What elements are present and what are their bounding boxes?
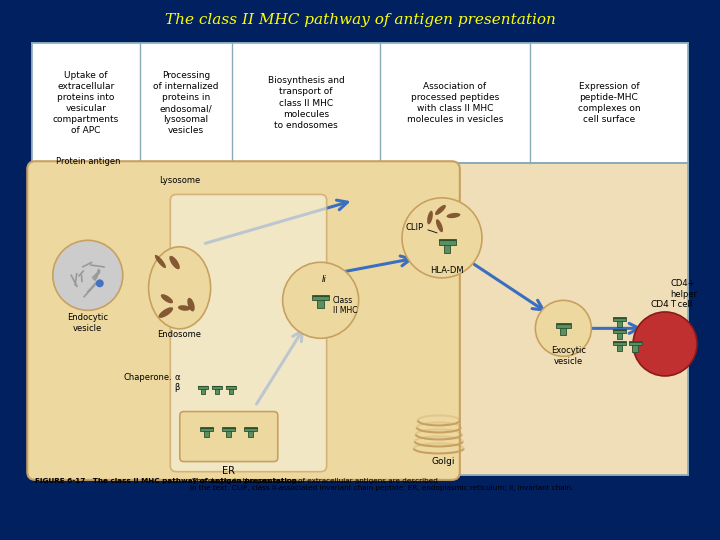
Circle shape [633, 312, 697, 376]
Text: Golgi: Golgi [432, 457, 456, 467]
FancyBboxPatch shape [200, 427, 213, 431]
FancyBboxPatch shape [222, 427, 235, 431]
FancyBboxPatch shape [613, 341, 626, 345]
FancyBboxPatch shape [226, 429, 231, 437]
Text: The class II MHC pathway of antigen presentation: The class II MHC pathway of antigen pres… [165, 13, 555, 27]
FancyBboxPatch shape [197, 386, 207, 389]
FancyBboxPatch shape [27, 161, 460, 480]
FancyBboxPatch shape [244, 427, 257, 431]
Ellipse shape [158, 307, 173, 318]
FancyBboxPatch shape [616, 320, 622, 327]
Text: CD4: CD4 [651, 300, 670, 309]
Text: Class
II MHC: Class II MHC [333, 295, 357, 315]
Text: Chaperone.: Chaperone. [124, 373, 173, 382]
FancyBboxPatch shape [228, 388, 233, 394]
FancyBboxPatch shape [438, 239, 456, 245]
Text: Protein antigen: Protein antigen [55, 157, 120, 166]
Circle shape [402, 198, 482, 278]
Ellipse shape [435, 205, 446, 215]
FancyBboxPatch shape [180, 411, 278, 462]
Text: β: β [174, 383, 180, 392]
FancyBboxPatch shape [204, 429, 210, 437]
Text: CLIP: CLIP [406, 224, 424, 232]
Circle shape [53, 240, 122, 310]
FancyBboxPatch shape [560, 326, 567, 335]
Circle shape [536, 300, 591, 356]
FancyBboxPatch shape [32, 43, 688, 163]
Ellipse shape [155, 255, 166, 268]
Text: Association of
processed peptides
with class II MHC
molecules in vesicles: Association of processed peptides with c… [407, 82, 503, 124]
Ellipse shape [427, 211, 433, 225]
Ellipse shape [148, 247, 210, 329]
Ellipse shape [446, 213, 460, 218]
Text: ER: ER [222, 465, 235, 476]
FancyBboxPatch shape [171, 194, 327, 471]
Text: Ii: Ii [323, 275, 327, 284]
FancyBboxPatch shape [616, 332, 622, 339]
Text: HLA-DM: HLA-DM [430, 266, 464, 275]
Ellipse shape [187, 298, 194, 312]
FancyBboxPatch shape [248, 429, 253, 437]
Text: Processing
of internalized
proteins in
endosomal/
lysosomal
vesicles: Processing of internalized proteins in e… [153, 71, 219, 135]
Circle shape [96, 279, 104, 287]
Text: Endocytic
vesicle: Endocytic vesicle [67, 313, 108, 333]
FancyBboxPatch shape [629, 341, 642, 345]
FancyBboxPatch shape [616, 343, 622, 352]
FancyBboxPatch shape [632, 344, 638, 352]
Text: FIGURE 6-17   The class II MHC pathway of antigen presentation.: FIGURE 6-17 The class II MHC pathway of … [35, 478, 300, 484]
FancyBboxPatch shape [32, 43, 688, 475]
FancyBboxPatch shape [613, 329, 626, 333]
FancyBboxPatch shape [613, 317, 626, 321]
FancyBboxPatch shape [201, 388, 204, 394]
Ellipse shape [178, 305, 190, 311]
Text: α: α [174, 373, 180, 382]
FancyBboxPatch shape [556, 323, 571, 328]
Text: Uptake of
extracellular
proteins into
vesicular
compartments
of APC: Uptake of extracellular proteins into ve… [53, 71, 119, 135]
Text: Endosome: Endosome [158, 330, 202, 339]
FancyBboxPatch shape [212, 386, 222, 389]
FancyBboxPatch shape [215, 388, 219, 394]
Text: Lysosome: Lysosome [159, 176, 200, 185]
FancyBboxPatch shape [444, 243, 451, 253]
Ellipse shape [161, 294, 173, 303]
Text: Biosynthesis and
transport of
class II MHC
molecules
to endosomes: Biosynthesis and transport of class II M… [268, 76, 344, 130]
Text: CD4+
helper
T cell: CD4+ helper T cell [670, 279, 697, 309]
FancyBboxPatch shape [312, 295, 329, 300]
Text: The stages in the processing of extracellular antigens are described
in the text: The stages in the processing of extracel… [190, 478, 573, 491]
Ellipse shape [436, 219, 443, 232]
Text: Exocytic
vesicle: Exocytic vesicle [551, 346, 586, 366]
FancyBboxPatch shape [32, 163, 688, 475]
Text: Expression of
peptide-MHC
complexes on
cell surface: Expression of peptide-MHC complexes on c… [577, 82, 640, 124]
FancyBboxPatch shape [318, 298, 324, 308]
FancyBboxPatch shape [225, 386, 235, 389]
Circle shape [283, 262, 359, 338]
Ellipse shape [169, 256, 180, 269]
